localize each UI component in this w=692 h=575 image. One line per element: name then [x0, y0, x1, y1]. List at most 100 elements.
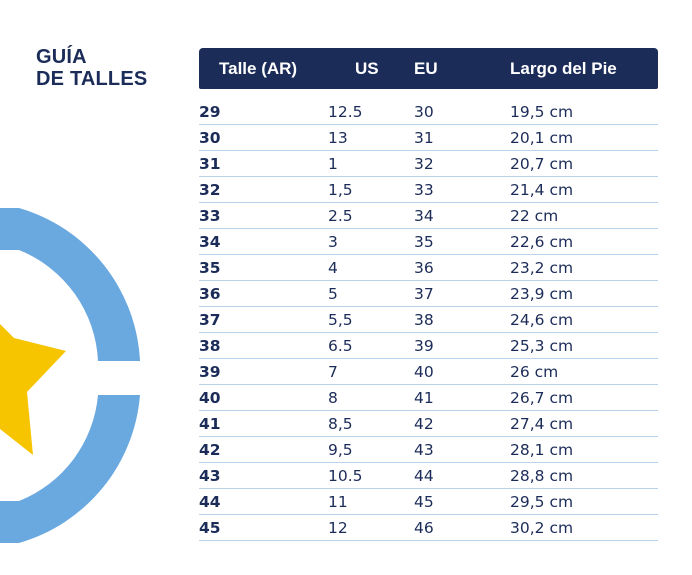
cell-talle: 40 — [199, 384, 328, 411]
cell-us: 1,5 — [328, 176, 414, 203]
cell-us: 12 — [328, 514, 414, 541]
cell-talle: 33 — [199, 202, 328, 229]
cell-largo: 28,8 cm — [510, 462, 658, 489]
cell-talle: 41 — [199, 410, 328, 437]
cell-largo: 20,7 cm — [510, 150, 658, 177]
table-row: 34 3 35 22,6 cm — [199, 228, 658, 255]
page-title: GUÍA DE TALLES — [36, 46, 147, 90]
cell-us: 11 — [328, 488, 414, 515]
cell-us: 7 — [328, 358, 414, 385]
cell-talle: 35 — [199, 254, 328, 281]
table-row: 40 8 41 26,7 cm — [199, 384, 658, 411]
cell-eu: 31 — [414, 124, 510, 151]
cell-us: 1 — [328, 150, 414, 177]
cell-talle: 30 — [199, 124, 328, 151]
table-body: 29 12.5 30 19,5 cm 30 13 31 20,1 cm 31 1… — [199, 99, 658, 541]
cell-eu: 34 — [414, 202, 510, 229]
table-row: 42 9,5 43 28,1 cm — [199, 436, 658, 463]
page-title-line-2: DE TALLES — [36, 68, 148, 90]
cell-talle: 34 — [199, 228, 328, 255]
star-icon — [0, 324, 66, 455]
cell-eu: 44 — [414, 462, 510, 489]
argentina-sun-ring-icon — [0, 208, 140, 543]
cell-largo: 29,5 cm — [510, 488, 658, 515]
cell-largo: 27,4 cm — [510, 410, 658, 437]
cell-largo: 22 cm — [510, 202, 658, 229]
cell-talle: 37 — [199, 306, 328, 333]
cell-talle: 39 — [199, 358, 328, 385]
cell-us: 13 — [328, 124, 414, 151]
cell-us: 3 — [328, 228, 414, 255]
header-us: US — [328, 48, 414, 89]
cell-largo: 25,3 cm — [510, 332, 658, 359]
cell-us: 8,5 — [328, 410, 414, 437]
table-row: 38 6.5 39 25,3 cm — [199, 332, 658, 359]
cell-largo: 22,6 cm — [510, 228, 658, 255]
table-row: 31 1 32 20,7 cm — [199, 150, 658, 177]
table-row: 36 5 37 23,9 cm — [199, 280, 658, 307]
cell-us: 5,5 — [328, 306, 414, 333]
cell-largo: 26 cm — [510, 358, 658, 385]
header-eu: EU — [414, 48, 510, 89]
cell-talle: 45 — [199, 514, 328, 541]
cell-eu: 40 — [414, 358, 510, 385]
cell-us: 12.5 — [328, 99, 414, 125]
table-row: 44 11 45 29,5 cm — [199, 488, 658, 515]
cell-talle: 42 — [199, 436, 328, 463]
cell-talle: 38 — [199, 332, 328, 359]
cell-talle: 44 — [199, 488, 328, 515]
cell-us: 6.5 — [328, 332, 414, 359]
spacer-cell — [199, 89, 658, 99]
table-row: 32 1,5 33 21,4 cm — [199, 176, 658, 203]
cell-eu: 43 — [414, 436, 510, 463]
cell-eu: 41 — [414, 384, 510, 411]
cell-eu: 36 — [414, 254, 510, 281]
cell-largo: 23,9 cm — [510, 280, 658, 307]
size-chart-table: Talle (AR) US EU Largo del Pie 29 12.5 3… — [199, 48, 658, 541]
cell-talle: 32 — [199, 176, 328, 203]
cell-eu: 39 — [414, 332, 510, 359]
table-row: 39 7 40 26 cm — [199, 358, 658, 385]
page-title-line-1: GUÍA — [36, 46, 87, 68]
cell-us: 8 — [328, 384, 414, 411]
cell-us: 4 — [328, 254, 414, 281]
cell-largo: 21,4 cm — [510, 176, 658, 203]
header-row: Talle (AR) US EU Largo del Pie — [199, 48, 658, 89]
cell-largo: 28,1 cm — [510, 436, 658, 463]
cell-eu: 30 — [414, 99, 510, 125]
cell-largo: 24,6 cm — [510, 306, 658, 333]
cell-us: 9,5 — [328, 436, 414, 463]
cell-us: 2.5 — [328, 202, 414, 229]
cell-eu: 37 — [414, 280, 510, 307]
table-row: 29 12.5 30 19,5 cm — [199, 99, 658, 125]
table-header: Talle (AR) US EU Largo del Pie — [199, 48, 658, 89]
table-row: 30 13 31 20,1 cm — [199, 124, 658, 151]
cell-eu: 42 — [414, 410, 510, 437]
table-spacer — [199, 89, 658, 99]
cell-eu: 32 — [414, 150, 510, 177]
table-row: 35 4 36 23,2 cm — [199, 254, 658, 281]
cell-talle: 36 — [199, 280, 328, 307]
header-largo-del-pie: Largo del Pie — [510, 48, 658, 89]
cell-eu: 46 — [414, 514, 510, 541]
cell-largo: 19,5 cm — [510, 99, 658, 125]
table-row: 43 10.5 44 28,8 cm — [199, 462, 658, 489]
cell-largo: 23,2 cm — [510, 254, 658, 281]
cell-eu: 45 — [414, 488, 510, 515]
table-row: 41 8,5 42 27,4 cm — [199, 410, 658, 437]
cell-largo: 20,1 cm — [510, 124, 658, 151]
cell-talle: 43 — [199, 462, 328, 489]
cell-us: 5 — [328, 280, 414, 307]
cell-talle: 31 — [199, 150, 328, 177]
header-talle-ar: Talle (AR) — [199, 48, 328, 89]
cell-eu: 38 — [414, 306, 510, 333]
cell-us: 10.5 — [328, 462, 414, 489]
cell-talle: 29 — [199, 99, 328, 125]
table-row: 33 2.5 34 22 cm — [199, 202, 658, 229]
table-row: 45 12 46 30,2 cm — [199, 514, 658, 541]
cell-eu: 35 — [414, 228, 510, 255]
cell-largo: 26,7 cm — [510, 384, 658, 411]
cell-largo: 30,2 cm — [510, 514, 658, 541]
cell-eu: 33 — [414, 176, 510, 203]
table-row: 37 5,5 38 24,6 cm — [199, 306, 658, 333]
